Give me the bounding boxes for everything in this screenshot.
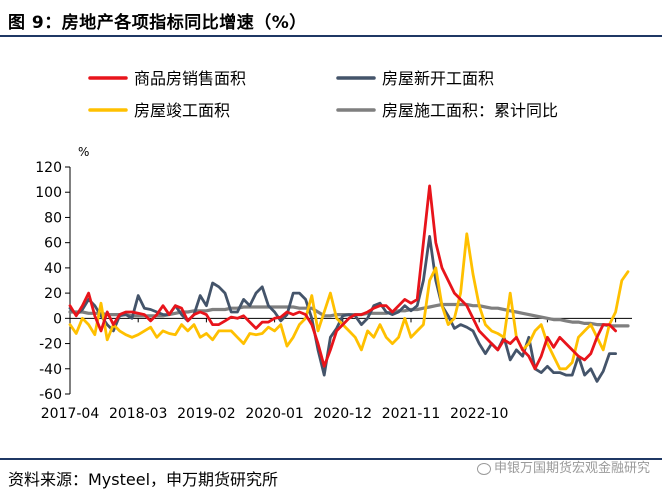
y-axis: % -60 -40 -20 0 20 40 60 80 100 120 bbox=[35, 145, 89, 403]
wechat-icon bbox=[476, 462, 491, 475]
source-note: 资料来源：Mysteel，申万期货研究所 bbox=[8, 470, 279, 489]
x-tick-label: 2020-12 bbox=[314, 406, 373, 422]
y-tick-label: 120 bbox=[35, 160, 62, 176]
x-tick-label: 2021-11 bbox=[382, 406, 441, 422]
y-tick-label: -20 bbox=[39, 337, 62, 353]
y-tick-label: 100 bbox=[35, 185, 62, 201]
figure-title: 图 9：房地产各项指标同比增速（%） bbox=[8, 13, 307, 33]
watermark: 申银万国期货宏观金融研究 bbox=[476, 457, 650, 476]
y-tick-label: 60 bbox=[44, 236, 62, 252]
series-line-completed bbox=[68, 232, 630, 371]
y-unit-label: % bbox=[78, 145, 89, 159]
legend-label-sales_area: 商品房销售面积 bbox=[134, 69, 246, 88]
x-tick-label: 2020-01 bbox=[245, 406, 304, 422]
chart-lines bbox=[68, 184, 630, 383]
x-tick-label: 2019-02 bbox=[177, 406, 236, 422]
y-tick-label: 20 bbox=[44, 286, 62, 302]
footer-rule bbox=[0, 458, 662, 460]
watermark-text: 申银万国期货宏观金融研究 bbox=[493, 461, 650, 476]
y-tick-label: -60 bbox=[39, 387, 62, 403]
x-tick-label: 2018-03 bbox=[109, 406, 168, 422]
x-tick-label: 2022-10 bbox=[450, 406, 509, 422]
legend-label-new_starts: 房屋新开工面积 bbox=[382, 69, 494, 88]
series-line-sales_area bbox=[68, 184, 617, 371]
series-line-new_starts bbox=[68, 234, 617, 383]
y-tick-label: 40 bbox=[44, 261, 62, 277]
y-tick-label: -40 bbox=[39, 362, 62, 378]
y-tick-label: 80 bbox=[44, 210, 62, 226]
y-tick-label: 0 bbox=[53, 311, 62, 327]
legend-label-completed: 房屋竣工面积 bbox=[134, 101, 230, 120]
x-tick-label: 2017-04 bbox=[41, 406, 100, 422]
legend-label-under_construction_cum: 房屋施工面积：累计同比 bbox=[382, 101, 558, 120]
title-rule bbox=[0, 35, 662, 37]
